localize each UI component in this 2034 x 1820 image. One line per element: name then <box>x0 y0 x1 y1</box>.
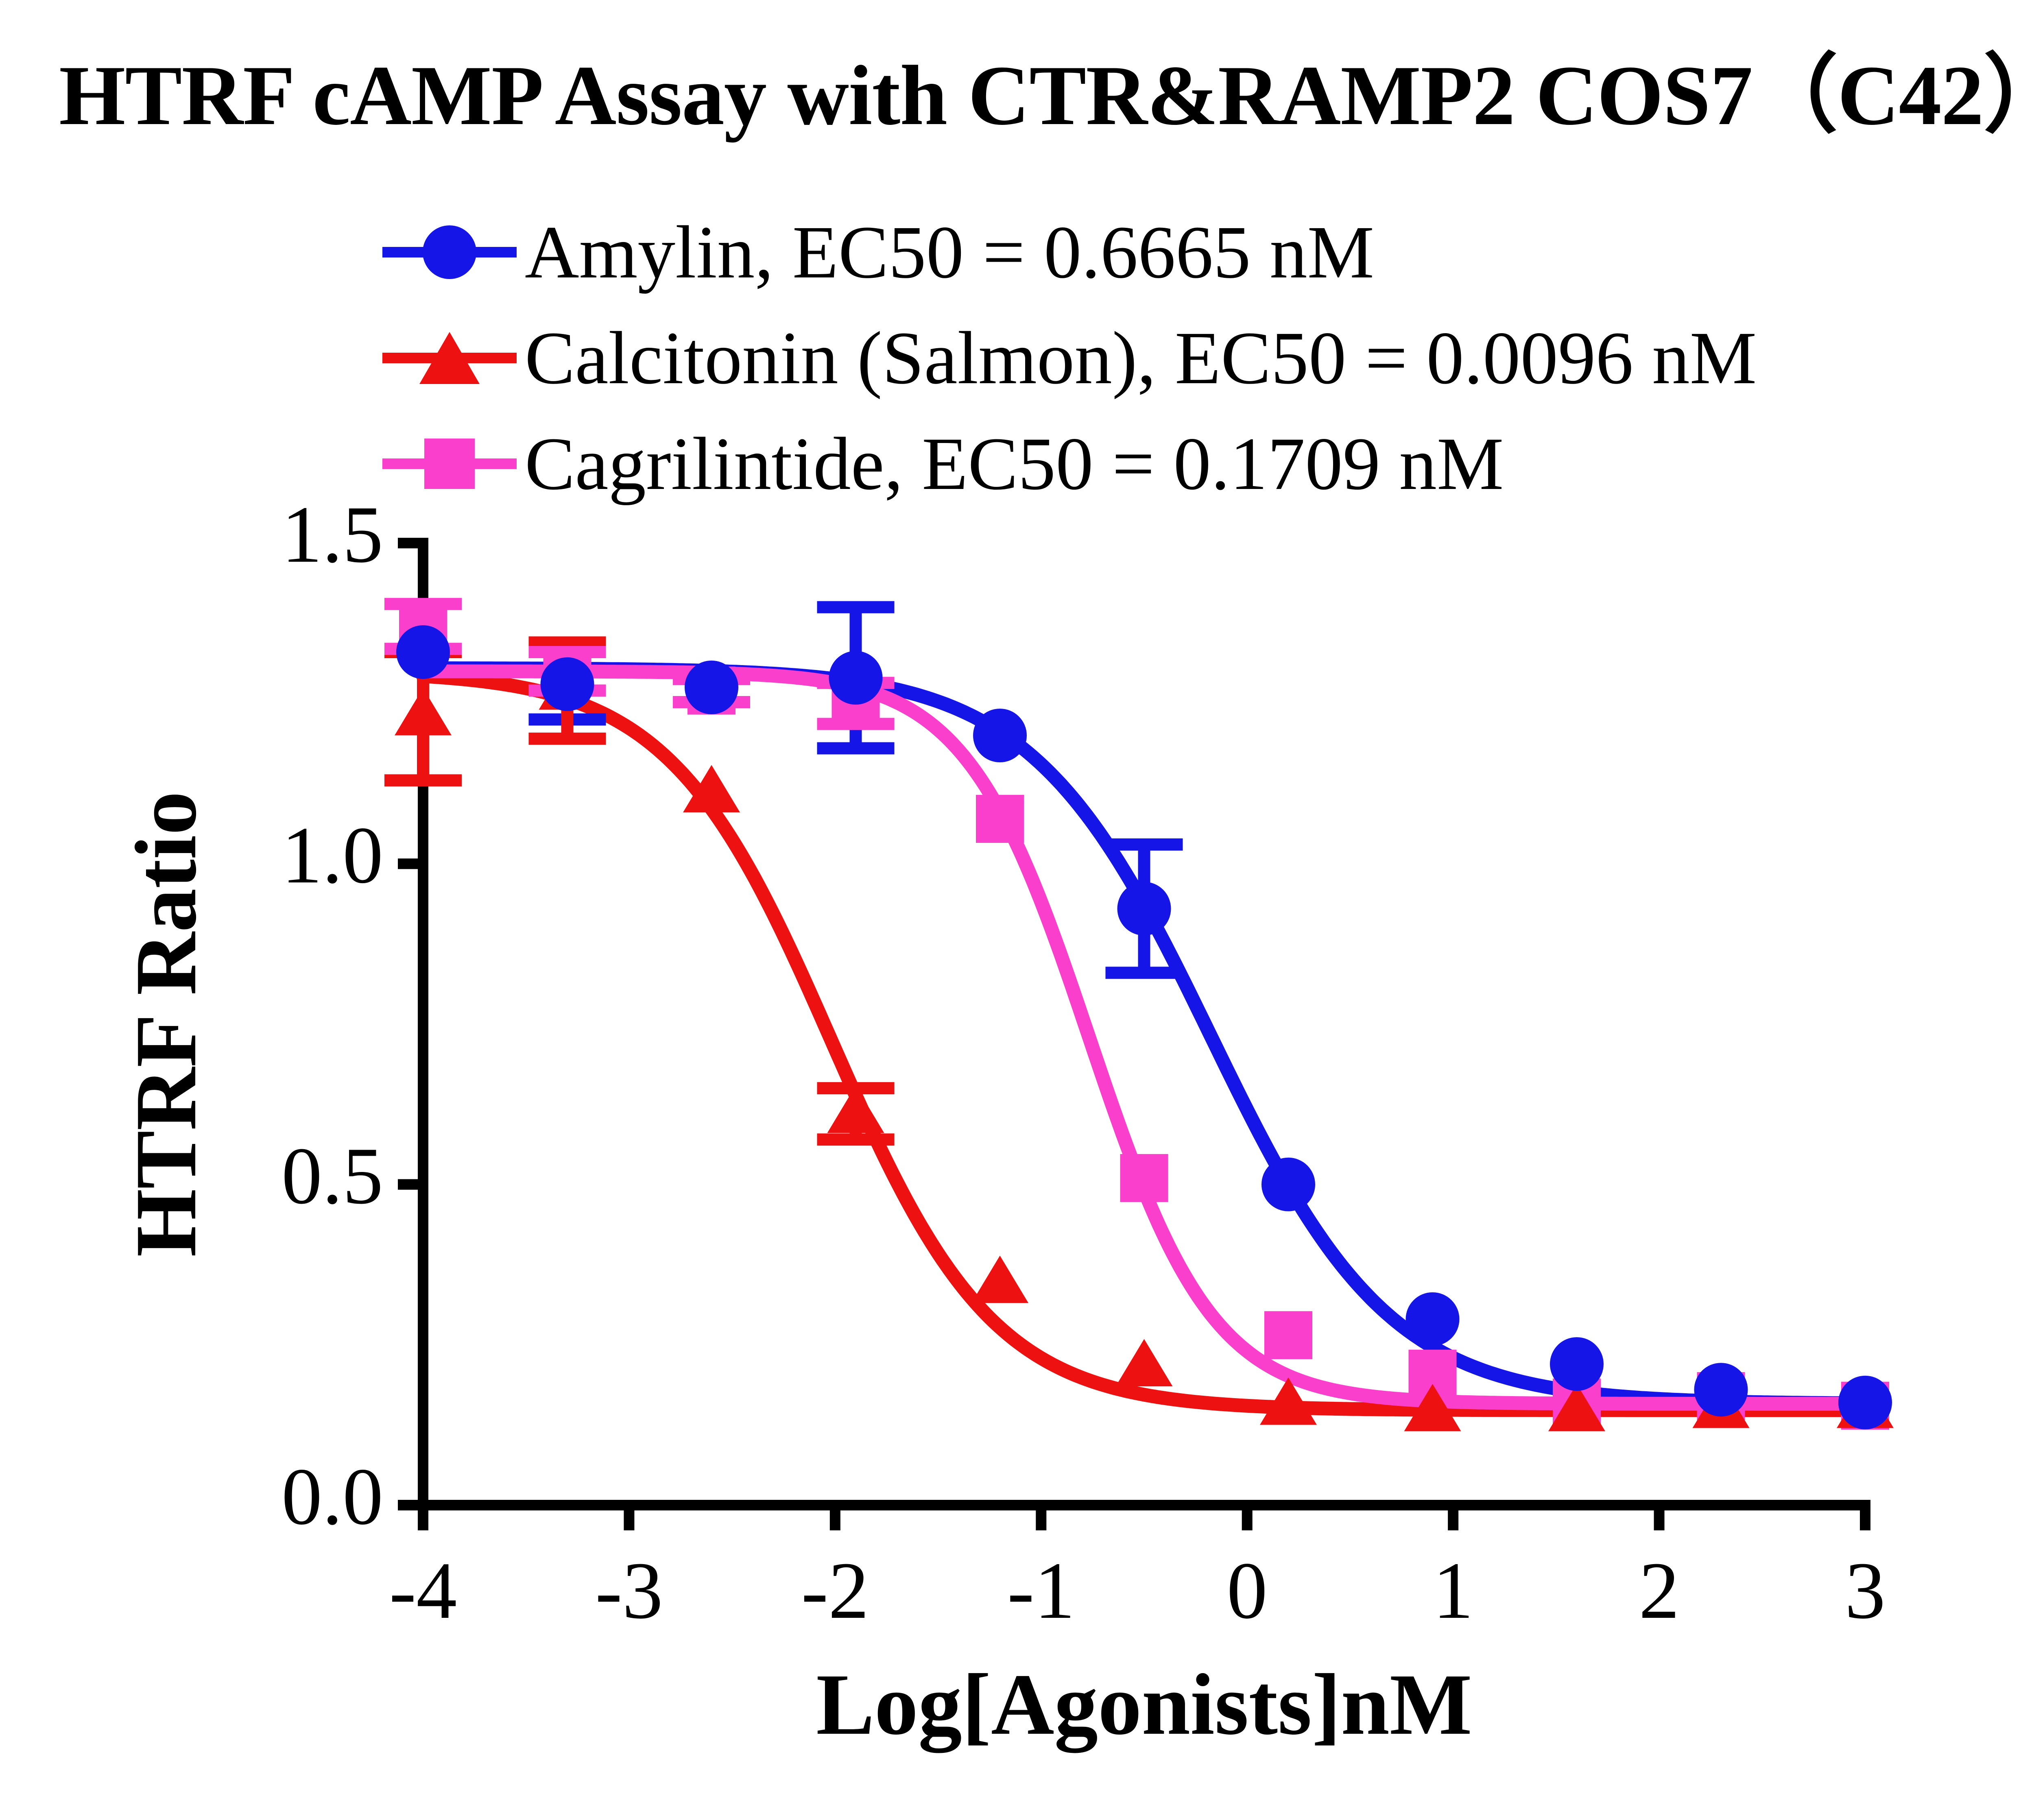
data-points-layer <box>395 602 1894 1432</box>
error-bar-0-5 <box>1105 838 1183 979</box>
error-bars-layer <box>384 598 1183 1146</box>
circle-marker-icon <box>423 225 476 279</box>
x-tick-label-6: 2 <box>1639 1546 1680 1636</box>
legend-symbol-cagrilintide <box>382 431 517 496</box>
legend-label-amylin: Amylin, EC50 = 0.6665 nM <box>525 210 1375 294</box>
y-tick-label-1: 0.5 <box>282 1131 383 1221</box>
data-point-circle-0-6[interactable] <box>1261 1157 1315 1211</box>
error-bar-2-0 <box>384 598 462 655</box>
y-tick-label-2: 1.0 <box>282 810 383 900</box>
data-point-square-2-7[interactable] <box>1408 1349 1457 1398</box>
data-point-circle-0-10[interactable] <box>1838 1375 1892 1429</box>
data-point-square-2-5[interactable] <box>1120 1154 1168 1202</box>
data-point-triangle-1-3[interactable] <box>827 1085 884 1133</box>
x-tick-label-3: -1 <box>1007 1546 1075 1636</box>
x-tick-label-7: 3 <box>1845 1546 1886 1636</box>
triangle-marker-icon <box>419 332 480 384</box>
data-point-circle-0-5[interactable] <box>1117 882 1171 936</box>
x-axis-title: Log[Agonists]nM <box>816 1656 1472 1753</box>
data-point-square-2-8[interactable] <box>1553 1378 1601 1427</box>
legend-item-calcitonin[interactable]: Calcitonin (Salmon), EC50 = 0.0096 nM <box>382 305 2034 411</box>
legend-label-cagrilintide: Cagrilintide, EC50 = 0.1709 nM <box>525 422 1504 506</box>
error-bar-0-1 <box>528 643 606 726</box>
data-point-triangle-1-6[interactable] <box>1260 1377 1317 1425</box>
error-bar-1-1 <box>528 636 606 745</box>
data-point-square-2-1[interactable] <box>543 647 591 696</box>
data-point-circle-0-4[interactable] <box>973 709 1027 762</box>
data-point-triangle-1-7[interactable] <box>1404 1384 1461 1432</box>
x-tick-label-0: -4 <box>389 1546 457 1636</box>
data-point-circle-0-2[interactable] <box>685 660 738 714</box>
data-point-square-2-0[interactable] <box>399 602 447 650</box>
chart-legend: Amylin, EC50 = 0.6665 nM Calcitonin (Sal… <box>382 199 2034 517</box>
y-tick-label-0: 0.0 <box>282 1452 383 1542</box>
error-bar-0-3 <box>817 601 895 755</box>
data-point-square-2-3[interactable] <box>831 679 880 728</box>
square-marker-icon <box>424 439 475 489</box>
data-point-circle-0-8[interactable] <box>1550 1337 1604 1391</box>
data-point-circle-0-3[interactable] <box>829 651 883 705</box>
axes-layer <box>398 538 1870 1530</box>
data-point-square-2-6[interactable] <box>1264 1311 1312 1360</box>
error-bar-1-0 <box>384 646 462 787</box>
data-point-triangle-1-8[interactable] <box>1548 1384 1605 1432</box>
y-axis-title: HTRF Ratio <box>117 791 214 1257</box>
data-point-circle-0-1[interactable] <box>540 657 594 711</box>
legend-item-amylin[interactable]: Amylin, EC50 = 0.6665 nM <box>382 199 2034 305</box>
x-tick-label-4: 0 <box>1227 1546 1268 1636</box>
error-bar-1-3 <box>817 1082 895 1146</box>
data-point-circle-0-0[interactable] <box>396 625 450 679</box>
data-point-square-2-9[interactable] <box>1697 1372 1745 1420</box>
legend-item-cagrilintide[interactable]: Cagrilintide, EC50 = 0.1709 nM <box>382 411 2034 517</box>
axis-labels-layer: 0.0 0.5 1.0 1.5 -4 -3 -2 -1 0 1 2 3 Log[Agonists]nM H… <box>117 490 1886 1753</box>
data-point-triangle-1-1[interactable] <box>539 662 596 710</box>
legend-symbol-calcitonin <box>382 325 517 391</box>
fit-curve-0 <box>416 661 1872 1410</box>
y-tick-label-3: 1.5 <box>282 490 383 580</box>
x-tick-label-2: -2 <box>801 1546 869 1636</box>
data-point-triangle-1-9[interactable] <box>1692 1381 1750 1428</box>
data-point-triangle-1-4[interactable] <box>971 1255 1028 1303</box>
fit-curves-layer <box>416 661 1872 1417</box>
data-point-square-2-4[interactable] <box>976 794 1024 843</box>
error-bar-2-1 <box>528 646 606 697</box>
data-point-triangle-1-5[interactable] <box>1115 1339 1173 1387</box>
fit-curve-2 <box>416 664 1872 1411</box>
data-point-triangle-1-2[interactable] <box>683 765 740 812</box>
legend-symbol-amylin <box>382 220 517 285</box>
data-point-circle-0-7[interactable] <box>1405 1292 1460 1346</box>
fit-curve-1 <box>416 669 1872 1417</box>
x-tick-label-5: 1 <box>1433 1546 1473 1636</box>
data-point-square-2-2[interactable] <box>687 666 735 715</box>
data-point-triangle-1-0[interactable] <box>395 688 452 735</box>
data-point-circle-0-9[interactable] <box>1694 1363 1748 1417</box>
legend-label-calcitonin: Calcitonin (Salmon), EC50 = 0.0096 nM <box>525 316 1757 400</box>
error-bar-2-2 <box>673 673 750 709</box>
error-bar-2-3 <box>817 676 895 730</box>
x-tick-label-1: -3 <box>595 1546 663 1636</box>
chart-title: HTRF cAMP Assay with CTR&RAMP2 COS7（C42） <box>59 48 2034 143</box>
data-point-square-2-10[interactable] <box>1841 1381 1889 1430</box>
data-point-triangle-1-10[interactable] <box>1837 1381 1894 1428</box>
